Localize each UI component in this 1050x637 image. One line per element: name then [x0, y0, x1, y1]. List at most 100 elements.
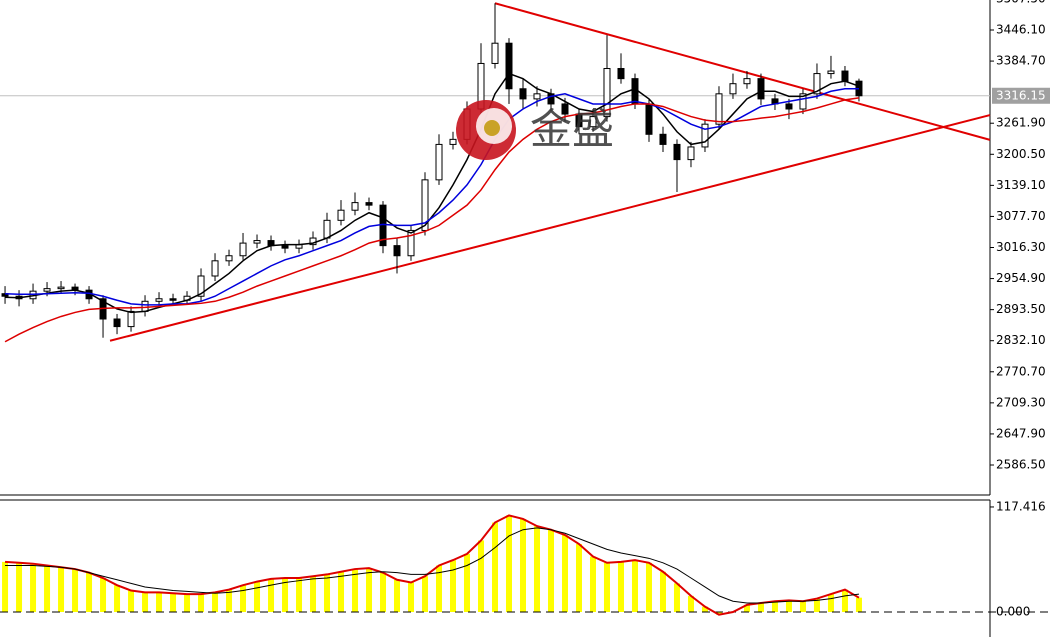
histogram-bar: [380, 572, 387, 612]
candle-body: [449, 138, 457, 145]
last-price-box: [992, 87, 1050, 104]
histogram-bar: [184, 594, 191, 612]
histogram-bar: [100, 578, 107, 612]
y-tick-label: 3139.10: [996, 178, 1046, 192]
y-tick-label: 2770.70: [996, 364, 1046, 378]
candle-body: [225, 255, 233, 262]
histogram-bar: [687, 595, 694, 612]
candle-body: [519, 88, 527, 100]
histogram-bar: [254, 581, 261, 612]
candle-body: [253, 240, 261, 244]
candle-body: [197, 275, 205, 297]
histogram-bar: [282, 578, 289, 612]
candle-body: [603, 68, 611, 118]
candle-body: [589, 116, 597, 128]
y-tick-label: 0.000: [996, 604, 1030, 618]
moving-average: [5, 72, 860, 314]
histogram-bar: [673, 583, 680, 612]
histogram-edge: [4, 514, 860, 616]
histogram-bar: [58, 567, 65, 612]
candle-body: [435, 143, 443, 181]
watermark-text: 金盛: [530, 105, 614, 154]
histogram-bar: [2, 561, 9, 612]
y-tick-label: 2709.30: [996, 395, 1046, 409]
histogram-bar: [128, 590, 135, 612]
histogram-bar: [492, 522, 498, 612]
histogram-bar: [561, 535, 568, 612]
candle-body: [155, 298, 163, 302]
candle-body: [617, 68, 625, 80]
histogram-bar: [533, 526, 540, 612]
candle-body: [799, 93, 807, 110]
moving-average: [4, 97, 860, 343]
candle-body: [561, 103, 569, 115]
histogram-bar: [114, 585, 121, 612]
candle-body: [407, 229, 415, 257]
candle-body: [533, 93, 541, 100]
candle-body: [281, 245, 289, 249]
histogram-bar: [645, 562, 652, 612]
histogram-bar: [603, 562, 610, 612]
histogram-bar: [408, 582, 415, 612]
histogram-bar: [86, 572, 93, 612]
candle-body: [841, 70, 849, 82]
histogram-bar: [631, 560, 638, 612]
histogram-bar: [464, 553, 471, 612]
candle-body: [505, 42, 513, 90]
histogram-bar: [589, 556, 596, 612]
y-tick-label: 2954.90: [996, 271, 1046, 285]
candle-body: [365, 202, 373, 206]
signal-line: [5, 527, 860, 604]
histogram-bar: [799, 601, 806, 612]
histogram-bar: [841, 589, 848, 612]
candle-body: [785, 103, 793, 110]
candle-body: [827, 70, 835, 75]
histogram-bar: [785, 600, 792, 612]
histogram-bar: [240, 585, 247, 612]
candle-body: [43, 288, 51, 292]
y-tick-label: 3507.50: [996, 0, 1046, 5]
candle-body: [729, 83, 737, 95]
candle-body: [631, 78, 639, 105]
candle-body: [645, 103, 653, 135]
histogram-bar: [198, 594, 205, 612]
trend-line: [109, 114, 991, 342]
candle-body: [239, 242, 247, 257]
histogram-bar: [226, 589, 233, 612]
moving-average: [5, 88, 859, 306]
y-tick-label: 117.416: [996, 499, 1046, 513]
candle-body: [393, 245, 401, 257]
histogram-bar: [366, 568, 373, 612]
histogram-bar: [338, 571, 345, 612]
y-tick-label: 3077.70: [996, 209, 1046, 223]
candle-body: [687, 146, 695, 161]
y-tick-label: 2647.90: [996, 426, 1046, 440]
histogram-bar: [478, 540, 485, 612]
candle-body: [351, 202, 359, 211]
histogram-bar: [170, 593, 177, 612]
y-tick-label: 3446.10: [996, 23, 1046, 37]
y-tick-label: 3016.30: [996, 240, 1046, 254]
histogram-bar: [352, 569, 359, 612]
histogram-bar: [505, 515, 512, 612]
histogram-bar: [30, 563, 37, 612]
histogram-bar: [16, 562, 23, 612]
histogram-bar: [757, 603, 764, 612]
histogram-bar: [813, 598, 820, 612]
candle-body: [337, 209, 345, 221]
y-tick-label: 2586.50: [996, 457, 1046, 471]
y-tick-label: 2893.50: [996, 302, 1046, 316]
histogram-bar: [72, 569, 79, 612]
histogram-bar: [617, 561, 624, 612]
histogram-bar: [547, 529, 554, 612]
histogram-bar: [324, 574, 331, 612]
trend-line: [494, 2, 991, 141]
candle-body: [57, 286, 65, 290]
histogram-bar: [519, 518, 526, 612]
candle-body: [127, 310, 135, 328]
candle-body: [421, 179, 429, 231]
candle-body: [813, 73, 821, 95]
last-price-label: 3316.15: [996, 88, 1046, 102]
y-tick-label: 3200.50: [996, 147, 1046, 161]
